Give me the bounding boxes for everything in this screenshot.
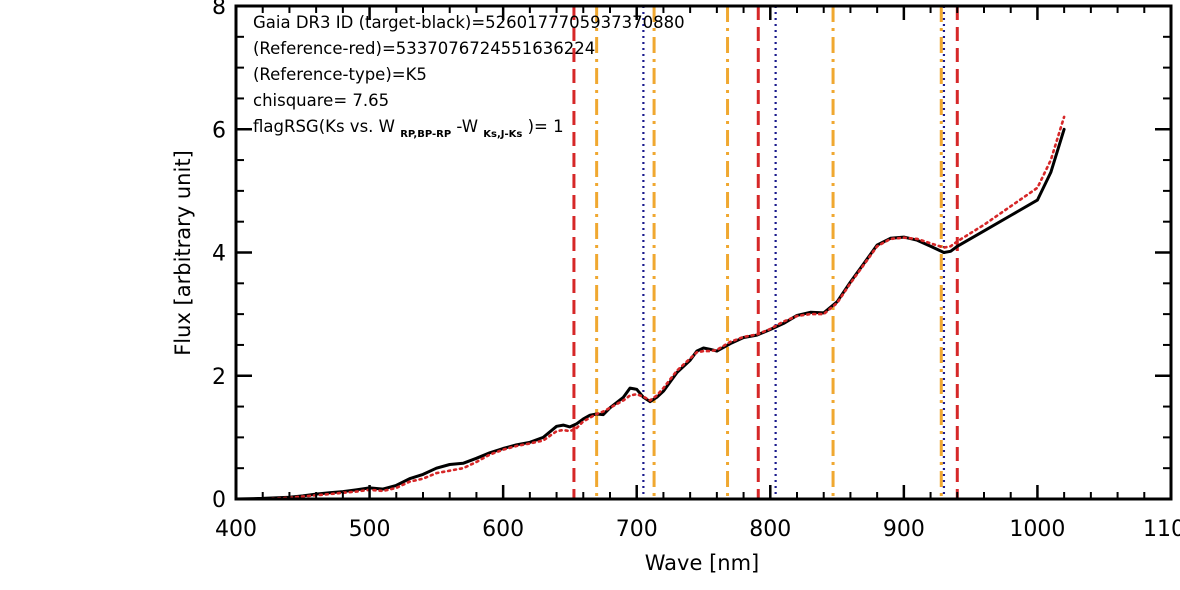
x-tick-label: 1000 — [1009, 517, 1065, 542]
y-tick-label: 4 — [212, 242, 226, 267]
flag-suffix: )= 1 — [528, 117, 564, 136]
x-tick-label: 400 — [215, 517, 257, 542]
x-axis-label: Wave [nm] — [645, 551, 759, 575]
annotation-flag-rsg: flagRSG(Ks vs. W RP,BP-RP -W Ks,J-Ks )= … — [253, 117, 564, 141]
annotation-reference-red: (Reference-red)=5337076724551636224 — [253, 39, 595, 58]
y-tick-label: 8 — [212, 0, 226, 20]
y-tick-label: 0 — [212, 488, 226, 513]
x-tick-label: 900 — [883, 517, 925, 542]
flag-sub1: RP,BP-RP — [400, 129, 451, 140]
reference-lines — [572, 6, 959, 499]
x-tick-label: 700 — [616, 517, 658, 542]
x-tick-label: 500 — [349, 517, 391, 542]
y-tick-label: 6 — [212, 118, 226, 143]
annotation-gaia-id: Gaia DR3 ID (target-black)=5260177705937… — [253, 13, 685, 32]
y-tick-label: 2 — [212, 365, 226, 390]
data-series — [234, 115, 1066, 501]
annotation-block: Gaia DR3 ID (target-black)=5260177705937… — [253, 13, 685, 141]
y-axis-label: Flux [arbitrary unit] — [171, 150, 195, 356]
reference-spectrum-line — [234, 115, 1066, 501]
annotation-chisquare: chisquare= 7.65 — [253, 91, 389, 110]
axis-ticks — [234, 4, 1173, 501]
flag-prefix: flagRSG(Ks vs. W — [253, 117, 395, 136]
flag-mid: -W — [456, 117, 478, 136]
annotation-reference-type: (Reference-type)=K5 — [253, 65, 427, 84]
x-tick-label: 800 — [749, 517, 791, 542]
flag-sub2: Ks,J-Ks — [483, 129, 522, 140]
y-tick-labels: 0 2 4 6 8 — [212, 0, 226, 513]
x-tick-label: 600 — [482, 517, 524, 542]
